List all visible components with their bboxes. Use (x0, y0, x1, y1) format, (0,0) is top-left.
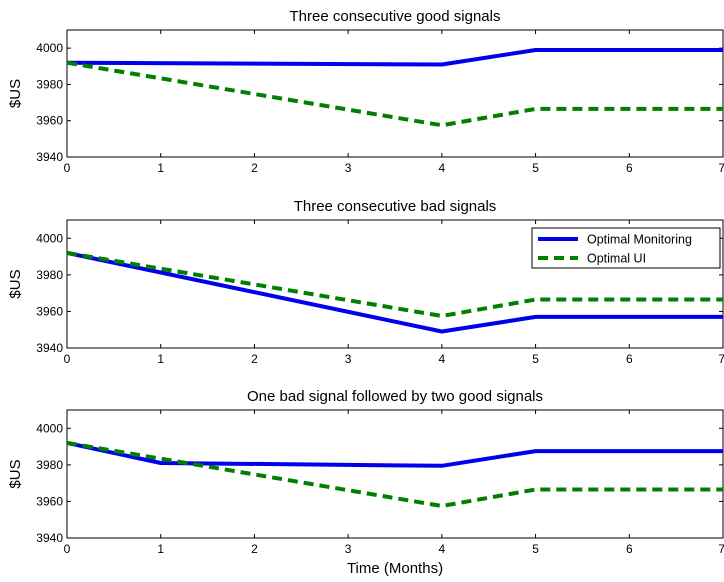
x-tick-label: 4 (439, 352, 446, 366)
y-tick-label: 3940 (36, 531, 63, 545)
axes-frame (66, 409, 724, 539)
y-tick-label: 3960 (36, 494, 63, 508)
axes-frame (66, 29, 724, 158)
y-axis-label: $US (7, 79, 24, 108)
x-tick-label: 1 (157, 542, 164, 556)
x-tick-label: 1 (157, 161, 164, 175)
chart-title: Three consecutive bad signals (294, 198, 497, 215)
series-line-ui (66, 60, 723, 128)
x-tick-label: 3 (345, 542, 352, 556)
x-tick-label: 7 (718, 161, 724, 175)
x-axis-label: Time (Months) (347, 560, 443, 577)
chart-title: One bad signal followed by two good sign… (247, 388, 543, 405)
x-tick-label: 2 (251, 352, 258, 366)
y-tick-label: 3960 (36, 114, 63, 128)
y-axis-label: $US (7, 269, 24, 298)
series-line-monitoring (66, 48, 723, 67)
x-tick-label: 3 (345, 161, 352, 175)
legend-label: Optimal Monitoring (587, 233, 692, 247)
chart-panel-1: Three consecutive good signals 3940 3960 39… (7, 8, 724, 175)
y-axis-label: $US (7, 459, 24, 488)
y-tick-label: 4000 (36, 231, 63, 245)
x-tick-label: 6 (626, 352, 633, 366)
y-tick-label: 4000 (36, 421, 63, 435)
x-tick-label: 5 (532, 352, 539, 366)
x-tick-label: 5 (532, 542, 539, 556)
x-tick-label: 0 (64, 161, 71, 175)
legend-box (531, 227, 721, 269)
chart-panel-3: One bad signal followed by two good sign… (7, 388, 724, 577)
x-tick-label: 2 (251, 542, 258, 556)
x-tick-label: 0 (64, 352, 71, 366)
y-tick-label: 3980 (36, 458, 63, 472)
x-tick-label: 1 (157, 352, 164, 366)
chart-title: Three consecutive good signals (290, 8, 501, 25)
x-tick-label: 3 (345, 352, 352, 366)
x-tick-label: 6 (626, 161, 633, 175)
chart-panel-2: Three consecutive bad signals 3940 3960 398… (7, 198, 724, 366)
x-tick-label: 7 (718, 352, 724, 366)
legend-label: Optimal UI (587, 252, 646, 266)
x-tick-label: 5 (532, 161, 539, 175)
x-tick-label: 6 (626, 542, 633, 556)
legend: Optimal Monitoring Optimal UI (531, 227, 721, 269)
x-tick-label: 2 (251, 161, 258, 175)
y-tick-label: 3960 (36, 304, 63, 318)
y-tick-label: 3980 (36, 77, 63, 91)
y-tick-label: 3940 (36, 341, 63, 355)
y-tick-label: 3980 (36, 268, 63, 282)
series-line-monitoring (66, 250, 723, 334)
y-tick-label: 4000 (36, 41, 63, 55)
series-line-ui (66, 440, 723, 508)
series-line-monitoring (66, 440, 723, 468)
x-tick-label: 4 (439, 542, 446, 556)
series-line-ui (66, 250, 723, 318)
x-tick-label: 7 (718, 542, 724, 556)
x-tick-label: 0 (64, 542, 71, 556)
y-tick-label: 3940 (36, 150, 63, 164)
axes-frame (66, 219, 724, 349)
x-tick-label: 4 (439, 161, 446, 175)
